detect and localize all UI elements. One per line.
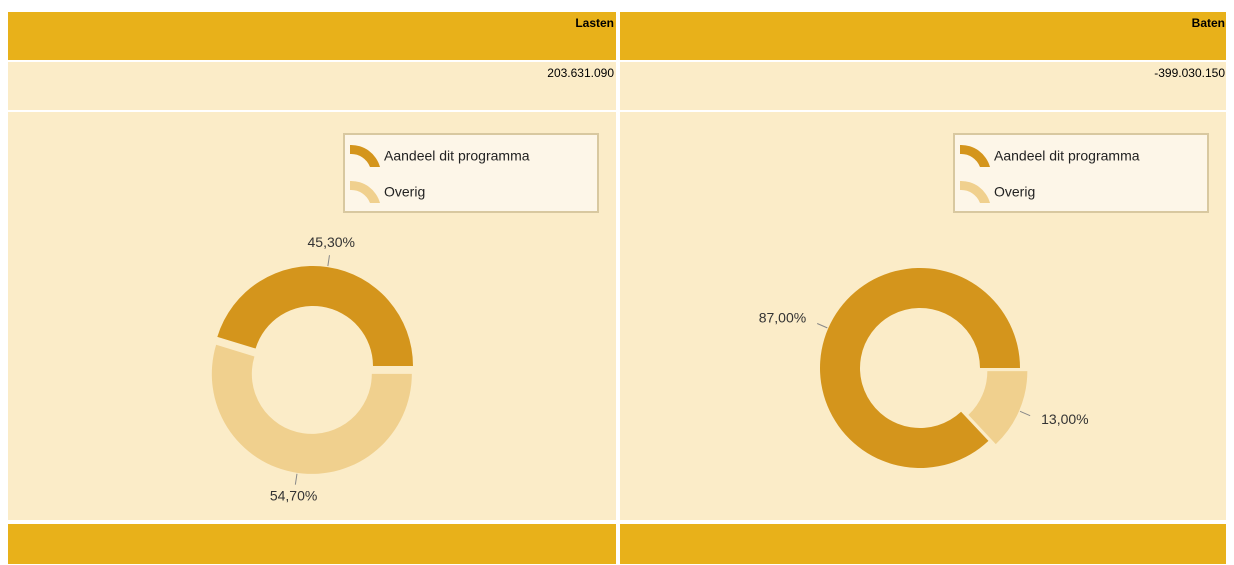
data-label: 87,00%: [759, 309, 806, 325]
legend-label: Aandeel dit programma: [994, 148, 1140, 164]
legend-icon: [960, 144, 990, 167]
data-label: 45,30%: [308, 234, 355, 250]
legend-label: Overig: [384, 184, 425, 200]
header-cell: [8, 12, 616, 60]
legend-icon: [960, 180, 990, 203]
leader-line: [817, 323, 828, 329]
footer-cell: [8, 524, 616, 564]
donut-slice: [217, 266, 413, 366]
data-label: 13,00%: [1041, 411, 1088, 427]
footer-cell: [620, 524, 1226, 564]
legend-icon: [350, 180, 380, 203]
legend: [953, 133, 1209, 213]
legend-label: Aandeel dit programma: [384, 148, 530, 164]
leader-line: [294, 473, 298, 485]
leader-line: [327, 255, 330, 267]
value-text: 203.631.090: [547, 66, 614, 80]
donut-slice: [968, 371, 1028, 445]
donut-slice: [820, 268, 1020, 469]
value-text: -399.030.150: [1154, 66, 1225, 80]
data-label: 54,70%: [270, 487, 317, 503]
value-cell: [8, 62, 616, 110]
header-text: Lasten: [575, 16, 614, 30]
value-cell: [620, 62, 1226, 110]
legend-label: Overig: [994, 184, 1035, 200]
header-cell: [620, 12, 1226, 60]
header-text: Baten: [1192, 16, 1225, 30]
legend: [343, 133, 599, 213]
legend-icon: [350, 144, 380, 167]
leader-line: [1019, 410, 1031, 417]
donut-slice: [211, 344, 412, 474]
